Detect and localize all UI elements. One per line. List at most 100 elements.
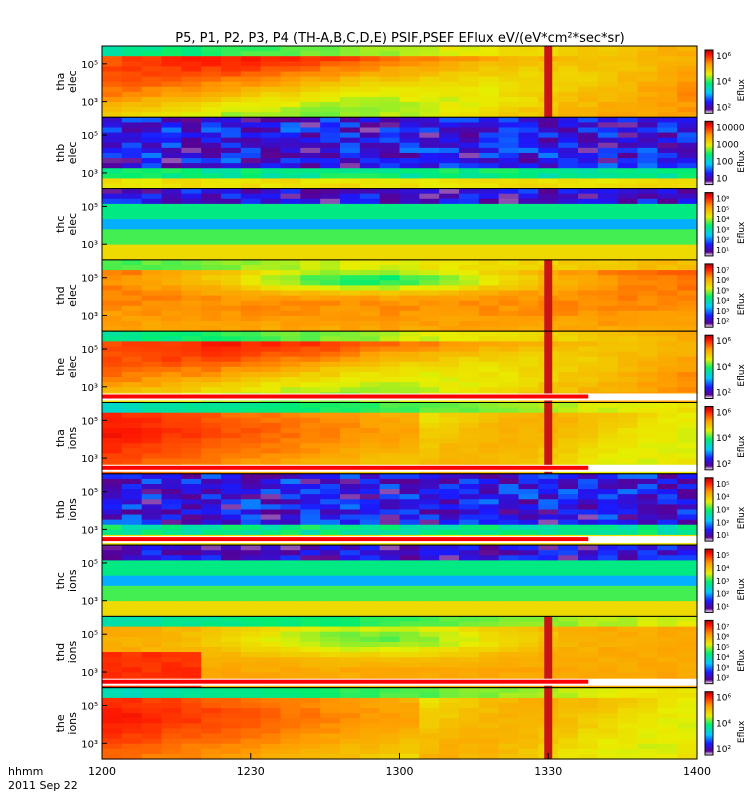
heatmap-cell (558, 356, 579, 363)
heatmap-cell (280, 697, 301, 704)
heatmap-cell (141, 438, 163, 444)
heatmap-cell (498, 606, 520, 612)
heatmap-cell (518, 285, 539, 292)
heatmap-cell (399, 178, 420, 185)
heatmap-cell (677, 112, 698, 118)
heatmap-cell (379, 519, 401, 526)
heatmap-cell (280, 81, 301, 88)
heatmap-cell (201, 438, 222, 444)
heatmap-cell (518, 208, 539, 215)
heatmap-cell (161, 402, 182, 409)
heatmap-cell (161, 310, 182, 317)
heatmap-cell (201, 178, 222, 185)
heatmap-cell (221, 183, 242, 190)
heatmap-cell (578, 321, 599, 327)
heatmap-cell (558, 188, 579, 195)
heatmap-cell (280, 112, 301, 118)
heatmap-cell (102, 427, 123, 434)
heatmap-cell (340, 315, 361, 322)
heatmap-cell (359, 427, 381, 434)
heatmap-cell (677, 433, 698, 439)
heatmap-cell (201, 545, 222, 551)
heatmap-cell (637, 499, 658, 505)
heatmap-cell (617, 580, 639, 587)
heatmap-cell (538, 122, 559, 129)
heatmap-cell (478, 626, 500, 633)
heatmap-cell (578, 387, 599, 393)
heatmap-cell (320, 46, 341, 52)
heatmap-cell (300, 56, 321, 62)
heatmap-cell (121, 107, 143, 113)
heatmap-cell (141, 443, 163, 449)
heatmap-cell (478, 545, 500, 551)
heatmap-cell (677, 214, 698, 220)
heatmap-cell (399, 453, 420, 460)
heatmap-cell (637, 117, 658, 123)
heatmap-cell (240, 611, 262, 617)
heatmap-cell (260, 560, 282, 567)
heatmap-cell (578, 326, 599, 332)
heatmap-cell (379, 305, 401, 312)
heatmap-cell (419, 356, 440, 363)
heatmap-cell (597, 590, 619, 597)
heatmap-cell (419, 321, 440, 327)
heatmap-cell (637, 529, 658, 536)
heatmap-cell (340, 229, 361, 236)
heatmap-cell (419, 152, 440, 159)
heatmap-cell (240, 504, 262, 511)
colorbar-label: Eflux (737, 720, 747, 743)
heatmap-cell (657, 356, 678, 363)
heatmap-cell (439, 662, 460, 668)
heatmap-cell (538, 560, 559, 567)
heatmap-cell (121, 132, 143, 139)
heatmap-cell (578, 351, 599, 358)
heatmap-cell (578, 270, 599, 276)
heatmap-cell (181, 285, 202, 292)
heatmap-cell (459, 524, 480, 531)
heatmap-cell (121, 152, 143, 159)
heatmap-cell (657, 743, 678, 750)
heatmap-cell (102, 433, 123, 439)
heatmap-cell (498, 239, 520, 246)
heatmap-cell (221, 555, 242, 561)
heatmap-cell (518, 621, 539, 628)
heatmap-cell (181, 122, 202, 129)
heatmap-cell (578, 590, 599, 597)
heatmap-cell (201, 753, 222, 760)
heatmap-cell (459, 46, 480, 52)
heatmap-cell (181, 127, 202, 134)
heatmap-cell (240, 366, 262, 373)
heatmap-cell (359, 417, 381, 424)
heatmap-cell (399, 387, 420, 393)
colorbar-tick-label: 10⁵ (716, 286, 729, 295)
heatmap-cell (359, 214, 381, 220)
heatmap-cell (578, 264, 599, 271)
heatmap-cell (498, 361, 520, 368)
heatmap-cell (121, 585, 143, 592)
heatmap-cell (379, 259, 401, 266)
heatmap-cell (637, 555, 658, 561)
heatmap-cell (379, 81, 401, 88)
heatmap-cell (141, 713, 163, 719)
heatmap-cell (340, 708, 361, 714)
heatmap-cell (558, 239, 579, 246)
heatmap-cell (379, 427, 401, 434)
heatmap-cell (320, 626, 341, 633)
heatmap-cell (379, 198, 401, 205)
heatmap-cell (280, 249, 301, 256)
heatmap-cell (657, 702, 678, 709)
heatmap-cell (399, 198, 420, 205)
heatmap-cell (260, 611, 282, 617)
heatmap-cell (459, 86, 480, 93)
heatmap-cell (280, 494, 301, 500)
heatmap-cell (419, 565, 440, 572)
heatmap-cell (181, 585, 202, 592)
heatmap-cell (419, 91, 440, 98)
heatmap-cell (161, 127, 182, 134)
heatmap-cell (121, 86, 143, 93)
panel-probe-label: the (54, 358, 67, 376)
heatmap-cell (102, 219, 123, 225)
heatmap-cell (379, 127, 401, 134)
heatmap-cell (498, 570, 520, 577)
heatmap-cell (240, 46, 262, 52)
